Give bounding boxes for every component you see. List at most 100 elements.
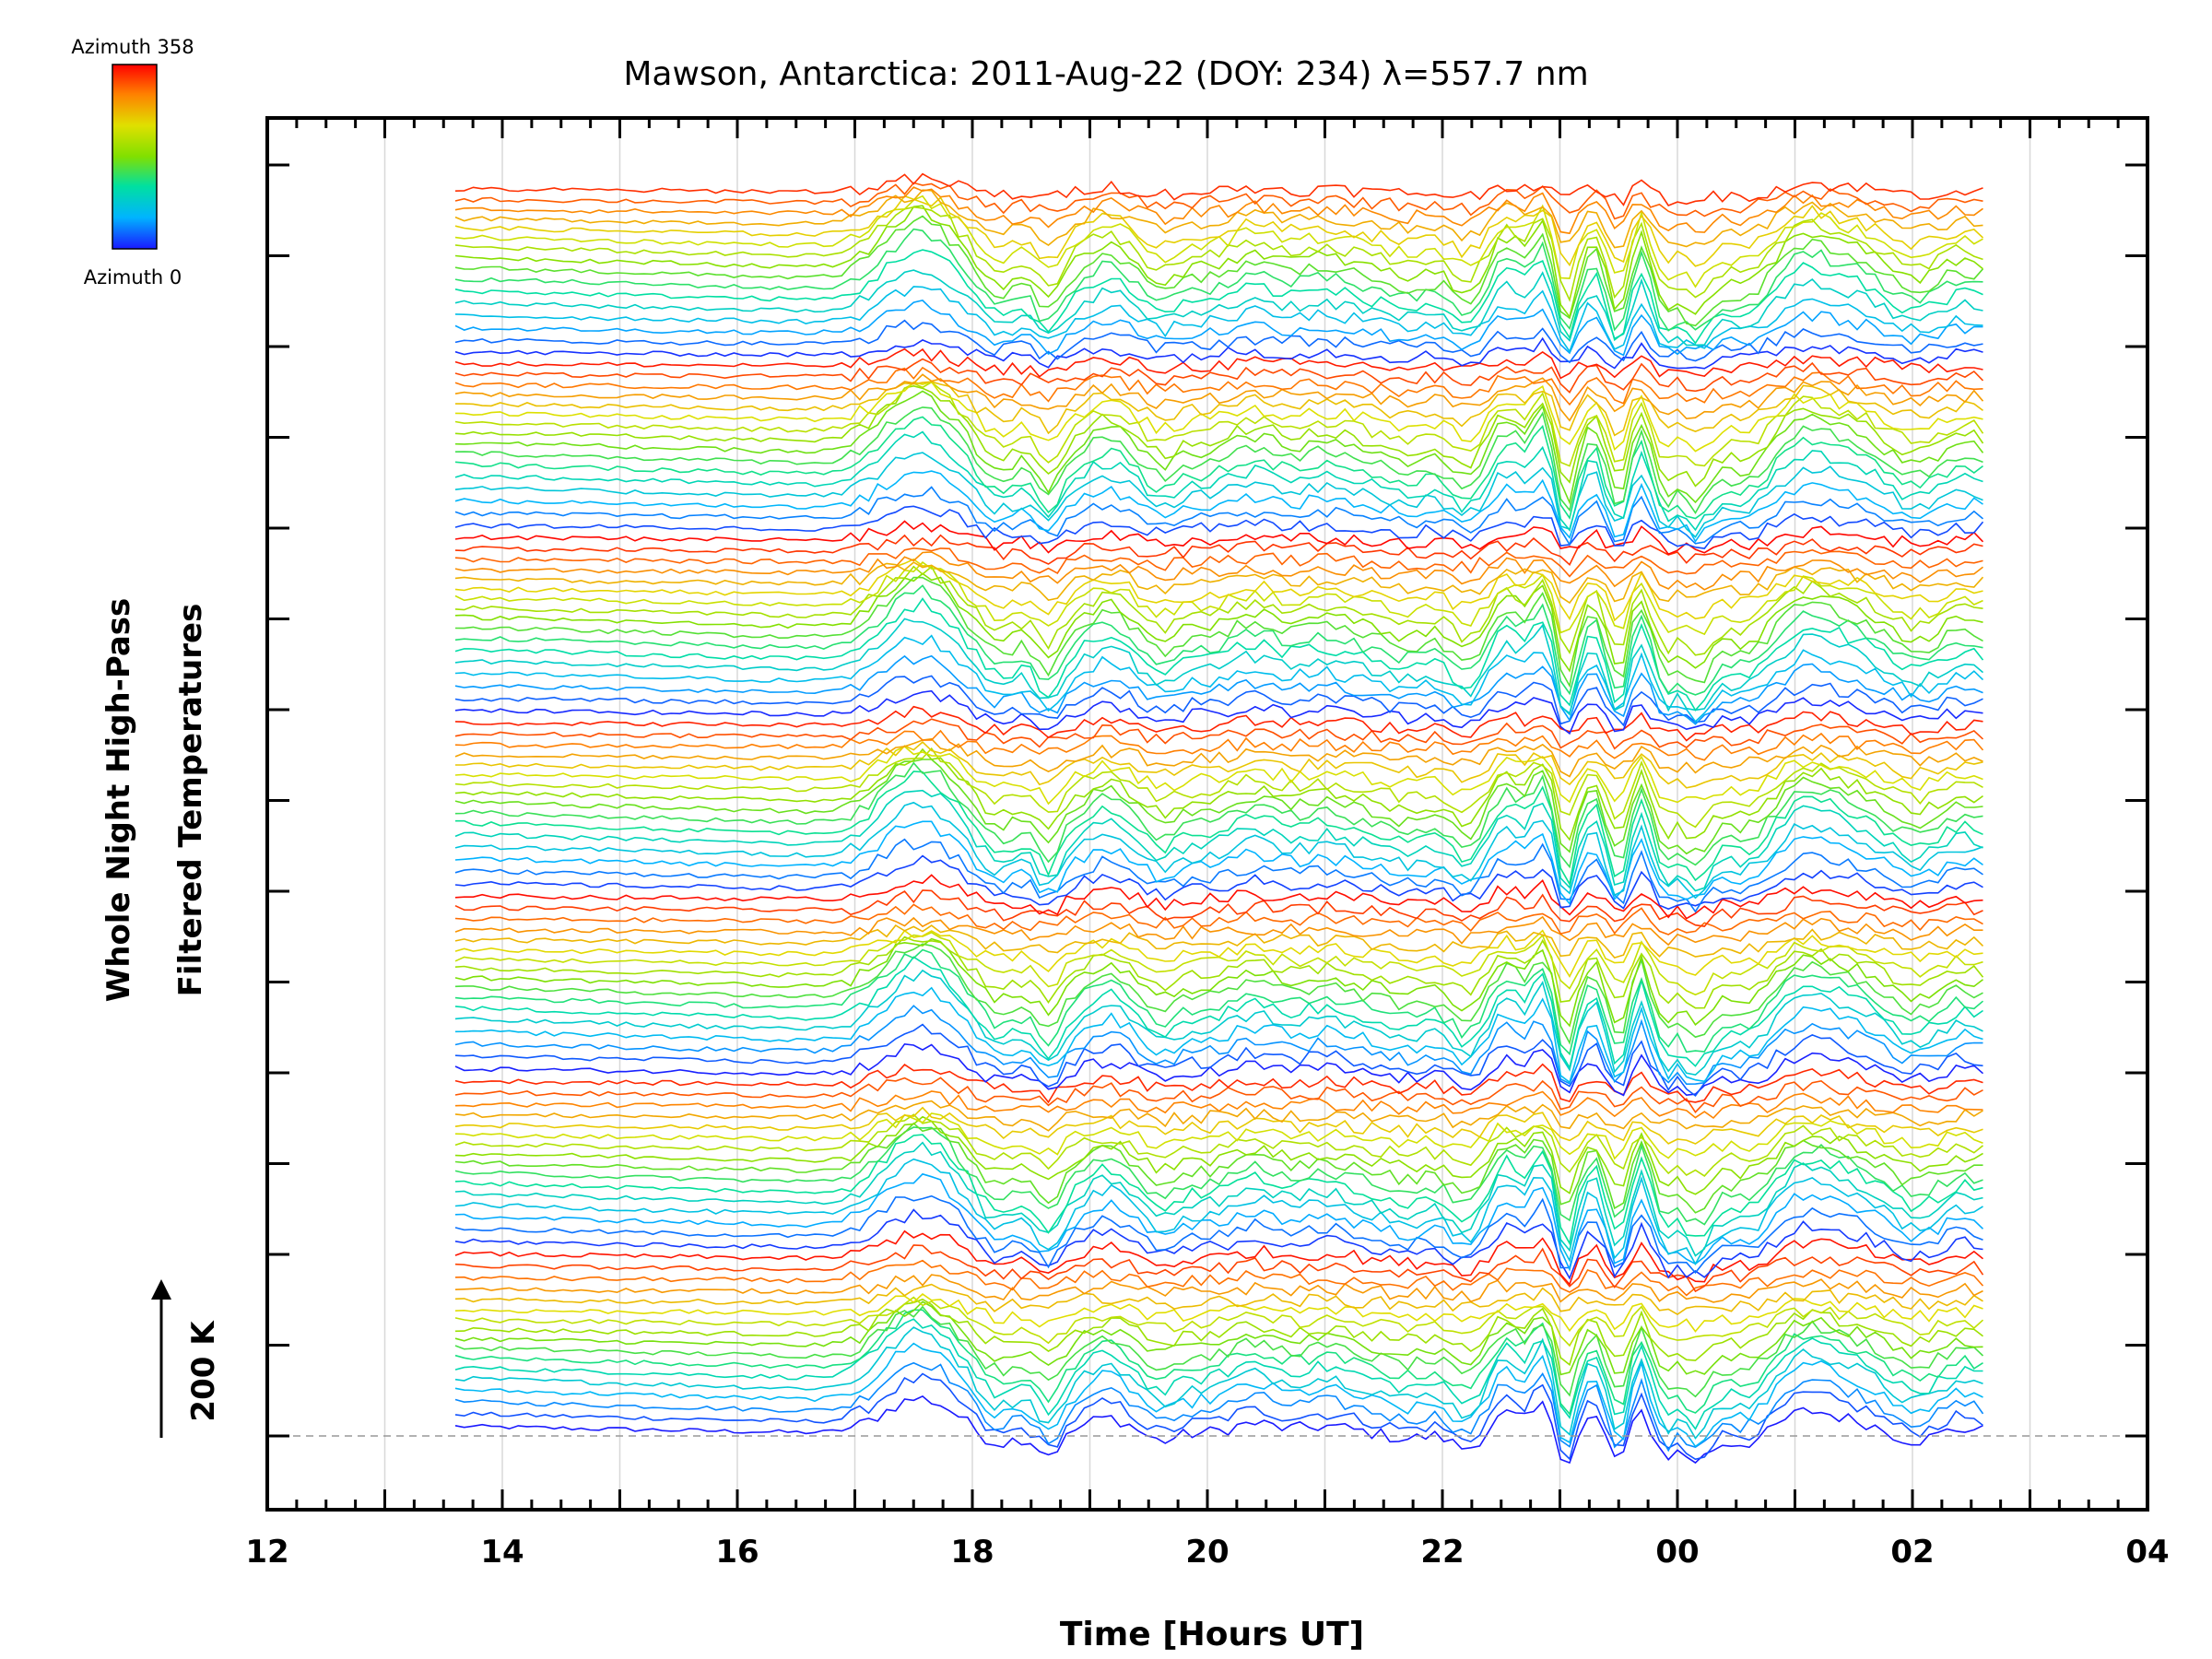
series-line (454, 956, 1983, 1070)
series-line (454, 1077, 1983, 1113)
x-tick-label: 20 (1185, 1534, 1229, 1571)
series-line (454, 381, 1983, 453)
series-line (454, 1141, 1983, 1257)
series-line (454, 1274, 1983, 1303)
series-line (454, 430, 1983, 533)
series-line (454, 384, 1984, 488)
series-line (454, 1172, 1984, 1272)
series-line (454, 1042, 1984, 1097)
series-line (454, 935, 1984, 1009)
series-line (454, 534, 1983, 567)
series-line (454, 929, 1983, 979)
series-line (454, 286, 1983, 354)
series-line (454, 597, 1984, 712)
series-line (454, 228, 1983, 332)
scale-label: 200 K (185, 1320, 222, 1422)
series-line (454, 654, 1983, 725)
series-line (454, 1318, 1983, 1430)
x-tick-label: 12 (245, 1534, 288, 1571)
chart-title: Mawson, Antarctica: 2011-Aug-22 (DOY: 23… (623, 55, 1588, 93)
series-line (454, 249, 1983, 345)
series-line (454, 889, 1983, 927)
x-tick-label: 04 (2125, 1534, 2169, 1571)
colorbar-gradient (112, 64, 158, 250)
series-line (454, 1283, 1983, 1316)
series-line (454, 1063, 1983, 1104)
colorbar-bottom-label: Azimuth 0 (84, 266, 182, 288)
series-line (454, 1134, 1983, 1246)
series-line (454, 416, 1983, 520)
series-line (454, 1158, 1983, 1265)
axis-ticks (265, 118, 2149, 1510)
series-line (454, 675, 1983, 727)
x-tick-label: 16 (715, 1534, 759, 1571)
series-line (454, 1208, 1983, 1280)
series-line (454, 1005, 1983, 1086)
series-line (454, 584, 1983, 696)
series-line (454, 269, 1983, 347)
series-line (454, 1194, 1983, 1275)
scale-arrow-head (151, 1279, 171, 1300)
series-line (454, 801, 1983, 900)
series-line (454, 182, 1983, 220)
series-line (454, 194, 1984, 267)
series-line (454, 189, 1983, 249)
series-line (454, 336, 1983, 370)
series-line (455, 381, 1983, 437)
x-tick-label: 00 (1655, 1534, 1699, 1571)
series-line (454, 1300, 1983, 1376)
series-line (454, 1100, 1983, 1132)
series-line (454, 747, 1983, 841)
series-line (454, 319, 1983, 364)
series-line (454, 572, 1983, 673)
series-line (454, 1113, 1984, 1177)
series-line (454, 215, 1984, 327)
series-line (454, 1122, 1983, 1214)
series-line (454, 558, 1983, 622)
series-line (454, 486, 1984, 547)
series-line (455, 741, 1983, 789)
series-line (454, 1305, 1984, 1398)
series-line (454, 1115, 1983, 1195)
series-line (454, 746, 1983, 806)
series-line (454, 390, 1984, 505)
y-axis-label-line2: Filtered Temperatures (172, 604, 209, 997)
series-line (454, 759, 1983, 855)
series-line (454, 1342, 1983, 1448)
series-line (454, 406, 1983, 515)
colorbar: Azimuth 358 Azimuth 0 (71, 36, 194, 288)
series-line (454, 820, 1983, 906)
x-tick-label: 18 (950, 1534, 994, 1571)
series-line (454, 689, 1983, 735)
series-line (454, 718, 1984, 750)
series-line (454, 948, 1984, 1056)
series-line (454, 1296, 1984, 1347)
series-line (454, 937, 1983, 1028)
series-line (454, 1023, 1983, 1098)
x-tick-labels: 12 14 16 18 20 22 00 02 04 (245, 1534, 2169, 1571)
series-line (454, 1244, 1984, 1293)
series-line (454, 747, 1983, 829)
series-line (454, 373, 1984, 422)
series-line (454, 381, 1984, 467)
series-line (454, 1292, 1983, 1333)
series-line (454, 366, 1983, 406)
series-line (454, 986, 1983, 1084)
series-line (454, 969, 1983, 1077)
series-line (454, 924, 1984, 959)
y-axis-label-line1: Whole Night High-Pass (100, 598, 137, 1003)
series-line (454, 705, 1983, 742)
series-line (454, 729, 1984, 761)
series-line (454, 1230, 1984, 1287)
series-line (454, 561, 1983, 636)
series-line (454, 1106, 1983, 1145)
series-line (454, 1361, 1984, 1453)
scale-bar: 200 K (151, 1279, 222, 1438)
series-line (454, 874, 1983, 920)
series-line (454, 186, 1983, 235)
series-line (454, 172, 1983, 206)
series-line (454, 452, 1983, 538)
series-line (454, 520, 1984, 556)
series-line (454, 1126, 1983, 1226)
